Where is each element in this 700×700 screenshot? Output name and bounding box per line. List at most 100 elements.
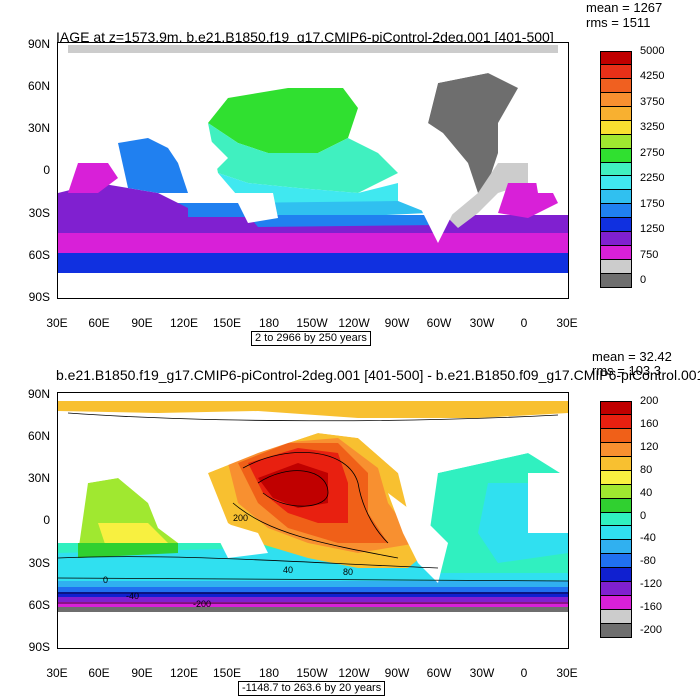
panel-iage: IAGE at z=1573.9m, b.e21.B1850.f19_g17.C… [0, 0, 700, 346]
panel1-colorbar-swatch [600, 120, 632, 135]
panel1-lon-tick: 30W [469, 316, 495, 330]
panel1-colorbar-swatch [600, 260, 632, 275]
panel1-colorbar-swatch [600, 204, 632, 219]
panel1-lon-tick: 120E [169, 316, 199, 330]
panel2-colorbar-swatch [600, 414, 632, 429]
panel2-colorbar-swatch [600, 498, 632, 513]
panel2-lon-tick: 0 [520, 666, 528, 680]
panel1-colorbar-swatch [600, 64, 632, 79]
panel2-range-label: -1148.7 to 263.6 by 20 years [238, 681, 386, 696]
panel2-colorbar-swatch [600, 610, 632, 625]
panel2-lon-tick: 150W [296, 666, 328, 680]
panel1-lon-tick: 120W [338, 316, 370, 330]
panel2-lat-tick: 30N [27, 471, 50, 485]
panel2-lat-tick: 90S [28, 640, 50, 654]
panel2-lon-tick: 120E [169, 666, 199, 680]
contour-label: 0 [103, 575, 108, 585]
panel2-lon-tick: 90W [384, 666, 410, 680]
panel1-title: IAGE at z=1573.9m, b.e21.B1850.f19_g17.C… [56, 29, 554, 45]
panel-difference: b.e21.B1850.f19_g17.CMIP6-piControl-2deg… [0, 345, 700, 700]
panel2-lon-tick: 180 [258, 666, 280, 680]
panel1-lat-tick: 0 [43, 163, 50, 177]
contour-label: 80 [343, 567, 353, 577]
panel1-colorbar-swatch [600, 176, 632, 191]
panel2-colorbar-swatch [600, 470, 632, 485]
panel1-colorbar-label: 2250 [640, 172, 665, 185]
panel2-rms: rms = 103.3 [592, 363, 662, 378]
panel2-lon-tick: 60E [88, 666, 110, 680]
panel2-colorbar-swatch [600, 526, 632, 541]
panel2-lat-tick: 60N [27, 429, 50, 443]
panel2-colorbar-swatch [600, 512, 632, 527]
panel2-lon-tick: 60W [426, 666, 452, 680]
panel2-colorbar-label: 160 [640, 417, 659, 430]
panel1-lon-tick: 30E [556, 316, 578, 330]
panel2-lat-tick: 30S [28, 556, 50, 570]
panel1-lat-tick: 60S [28, 248, 50, 262]
panel2-colorbar-label: -80 [640, 555, 656, 568]
panel1-lon-tick: 60W [426, 316, 452, 330]
panel2-lon-tick: 30E [46, 666, 68, 680]
panel1-colorbar-frame [600, 51, 632, 288]
panel1-lon-tick: 180 [258, 316, 280, 330]
contour-label: 200 [233, 513, 248, 523]
panel2-mean: mean = 32.42 [592, 349, 672, 364]
panel2-lon-tick: 30E [556, 666, 578, 680]
panel2-title: b.e21.B1850.f19_g17.CMIP6-piControl-2deg… [56, 367, 700, 383]
panel2-colorbar-swatch [600, 596, 632, 611]
panel2-colorbar-swatch [600, 428, 632, 443]
panel2-map: 200 40 80 0 -40 -200 [57, 392, 569, 649]
panel2-lon-tick: 120W [338, 666, 370, 680]
panel1-lat-tick: 30S [28, 206, 50, 220]
panel1-colorbar-swatch [600, 190, 632, 205]
panel2-lat-tick: 90N [27, 387, 50, 401]
panel1-lon-tick: 30E [46, 316, 68, 330]
panel2-colorbar-label: 40 [640, 486, 653, 499]
panel1-range-label: 2 to 2966 by 250 years [251, 331, 371, 346]
panel1-colorbar-label: 0 [640, 274, 647, 286]
panel1-colorbar-swatch [600, 148, 632, 163]
panel1-colorbar: 5000 4250 3750 3250 2750 2250 1750 1250 750 0 [600, 45, 680, 288]
panel1-lon-tick: 60E [88, 316, 110, 330]
panel1-colorbar-label: 3250 [640, 121, 665, 134]
panel2-colorbar-label: -200 [640, 624, 663, 636]
panel1-colorbar-swatch [600, 51, 632, 65]
panel2-colorbar-label: 120 [640, 440, 659, 453]
panel2-colorbar-label: -40 [640, 532, 656, 545]
panel1-rms: rms = 1511 [586, 15, 651, 30]
panel1-colorbar-swatch [600, 246, 632, 261]
panel2-colorbar-swatch [600, 442, 632, 457]
contour-label: -200 [193, 599, 211, 609]
panel2-colorbar-swatch [600, 568, 632, 583]
panel1-lat-tick: 30N [27, 121, 50, 135]
panel1-colorbar-label: 1750 [640, 197, 665, 210]
panel1-colorbar-swatch [600, 106, 632, 121]
panel2-lat-tick: 60S [28, 598, 50, 612]
panel2-colorbar-label: -120 [640, 578, 663, 591]
panel1-colorbar-swatch [600, 134, 632, 149]
panel1-colorbar-label: 750 [640, 248, 659, 261]
panel2-lon-tick: 90E [131, 666, 153, 680]
panel2-colorbar: 200 160 120 80 40 0 -40 -80 -120 -160 -200 [600, 395, 680, 638]
contour-label: 40 [283, 565, 293, 575]
panel2-colorbar-swatch [600, 554, 632, 569]
panel1-lon-tick: 150W [296, 316, 328, 330]
panel1-colorbar-swatch [600, 162, 632, 177]
panel1-colorbar-swatch [600, 232, 632, 247]
panel1-lon-tick: 150E [212, 316, 242, 330]
panel2-colorbar-swatch [600, 401, 632, 415]
panel1-map-field [58, 45, 568, 298]
panel1-lat-tick: 90S [28, 290, 50, 304]
contour-label: -40 [126, 591, 139, 601]
panel2-lon-tick: 30W [469, 666, 495, 680]
panel2-colorbar-label: -160 [640, 601, 663, 614]
panel1-colorbar-label: 1250 [640, 223, 665, 236]
panel1-colorbar-label: 4250 [640, 70, 665, 83]
panel1-colorbar-label: 3750 [640, 95, 665, 108]
panel1-map [57, 42, 569, 299]
panel1-lon-tick: 90E [131, 316, 153, 330]
panel2-colorbar-swatch [600, 582, 632, 597]
panel2-colorbar-label: 0 [640, 509, 647, 522]
panel2-colorbar-swatch [600, 540, 632, 555]
panel2-map-field: 200 40 80 0 -40 -200 [58, 401, 568, 648]
